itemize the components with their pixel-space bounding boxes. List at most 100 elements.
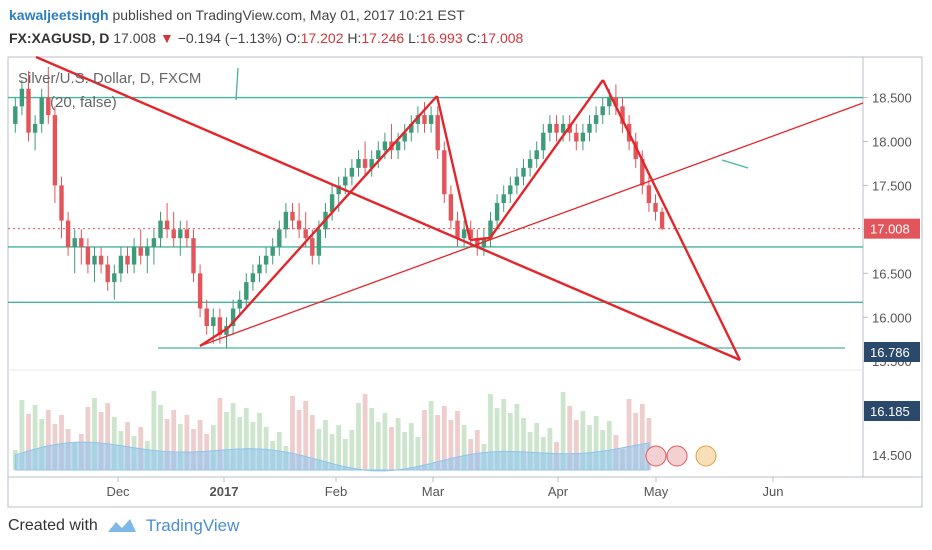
- candle-body: [92, 255, 97, 265]
- candle-body: [646, 185, 652, 204]
- quote-line: FX:XAGUSD, D 17.008 ▼ −0.194 (−1.13%) O:…: [9, 30, 523, 46]
- volume-bar: [158, 405, 163, 470]
- volume-bar: [296, 410, 302, 470]
- low-value: 16.993: [419, 30, 463, 46]
- symbol-label: FX:XAGUSD, D: [9, 30, 110, 46]
- volume-bar: [316, 429, 322, 470]
- candle-body: [118, 255, 124, 274]
- candle-body: [145, 246, 150, 256]
- volume-bar: [184, 415, 190, 470]
- pattern-trendline[interactable]: [199, 326, 229, 348]
- candle-body: [435, 115, 440, 151]
- volume-bar: [303, 401, 309, 470]
- volume-axis-label: 14.500: [872, 448, 912, 463]
- candle-body: [534, 150, 539, 160]
- last-price-tag: 17.008: [870, 222, 910, 237]
- candle-body: [39, 97, 44, 124]
- time-axis-label: Mar: [422, 484, 445, 499]
- candle-body: [250, 273, 256, 283]
- candle-body: [428, 115, 434, 124]
- volume-bar: [197, 420, 203, 470]
- candle-body: [184, 229, 190, 239]
- volume-bar: [309, 415, 315, 470]
- high-label: H:: [347, 30, 362, 46]
- tradingview-brand[interactable]: TradingView: [145, 516, 240, 535]
- last-price: 17.008: [113, 30, 157, 46]
- volume-bar: [237, 417, 243, 470]
- price-axis-label: 16.000: [872, 310, 912, 325]
- price-axis-label: 17.500: [872, 178, 912, 193]
- volume-bar: [567, 406, 573, 470]
- pattern-trendline[interactable]: [199, 102, 864, 347]
- volume-bar: [441, 406, 447, 470]
- volume-bar: [534, 423, 540, 470]
- pattern-trendline[interactable]: [489, 79, 604, 239]
- volume-bar: [501, 399, 507, 470]
- volume-bar: [547, 428, 553, 470]
- candle-body: [541, 132, 546, 151]
- candle-body: [197, 273, 203, 309]
- publish-line: kawaljeetsingh published on TradingView.…: [9, 7, 465, 23]
- volume-bar: [415, 437, 421, 470]
- pattern-trendline[interactable]: [435, 95, 472, 241]
- candle-body: [343, 176, 348, 186]
- candle-body: [224, 326, 229, 335]
- author-name[interactable]: kawaljeetsingh: [9, 7, 109, 23]
- volume-bar: [521, 418, 526, 470]
- volume-bar: [527, 432, 533, 470]
- candle-body: [468, 229, 473, 239]
- candle-body: [613, 97, 619, 107]
- calendar-events-icon[interactable]: [645, 445, 717, 467]
- volume-bar: [85, 407, 91, 470]
- candle-body: [171, 229, 176, 239]
- candle-body: [461, 229, 467, 239]
- candle-body: [527, 159, 533, 168]
- candle-body: [442, 150, 447, 195]
- candle-body: [283, 211, 289, 230]
- candle-body: [296, 220, 302, 230]
- candle-body: [46, 97, 51, 116]
- candle-body: [310, 238, 315, 256]
- indicator-legend: (20, false): [50, 94, 117, 111]
- candle-body: [488, 220, 493, 239]
- candle-body: [290, 211, 295, 221]
- candle-body: [211, 317, 216, 327]
- candle-body: [587, 123, 592, 133]
- high-value: 17.246: [361, 30, 405, 46]
- volume-bar: [375, 422, 381, 470]
- volume-bar: [32, 405, 38, 470]
- pattern-trendline[interactable]: [227, 95, 438, 329]
- time-axis-label: Apr: [548, 484, 569, 499]
- candle-body: [455, 220, 460, 239]
- volume-bar: [177, 424, 183, 470]
- open-label: O:: [285, 30, 301, 46]
- candle-body: [59, 185, 64, 221]
- time-axis-label: 2017: [210, 484, 239, 499]
- candle-body: [277, 229, 282, 247]
- volume-bar: [105, 403, 111, 470]
- volume-bar: [164, 419, 170, 470]
- volume-bar: [455, 411, 460, 470]
- volume-bar: [356, 403, 361, 470]
- teal-annotation-line[interactable]: [721, 159, 749, 169]
- pattern-trendline[interactable]: [469, 236, 491, 242]
- candle-body: [369, 159, 374, 168]
- created-with-label: Created with: [8, 517, 98, 534]
- volume-bar: [111, 417, 117, 470]
- volume-bar: [626, 399, 632, 470]
- candle-body: [178, 229, 183, 239]
- volume-bar: [151, 391, 157, 470]
- candle-body: [653, 203, 658, 212]
- pattern-trendline[interactable]: [601, 79, 742, 361]
- candle-body: [138, 246, 143, 256]
- tradingview-logo-icon: [107, 519, 136, 532]
- teal-annotation-line[interactable]: [235, 67, 239, 101]
- candle-body: [329, 194, 335, 212]
- volume-bar: [369, 408, 375, 470]
- pattern-trendline[interactable]: [35, 55, 741, 362]
- time-axis-label: Dec: [106, 484, 130, 499]
- volume-bar: [448, 420, 454, 470]
- price-change: −0.194 (−1.13%): [177, 30, 282, 46]
- footer: Created with TradingView: [8, 516, 239, 536]
